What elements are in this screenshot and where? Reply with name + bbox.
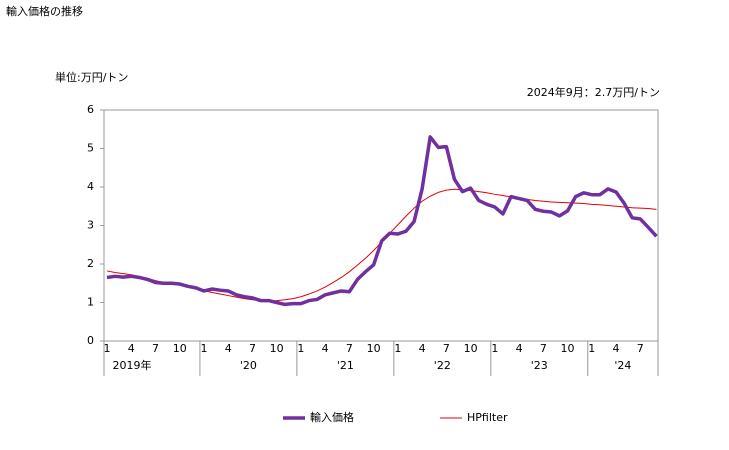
y-tick-label: 2 (87, 257, 94, 270)
x-tick-label: 1 (491, 342, 498, 355)
legend-label: 輸入価格 (310, 410, 354, 424)
y-tick-label: 1 (87, 296, 94, 309)
plot-area (103, 109, 659, 342)
annotation: 2024年9月：2.7万円/トン (527, 85, 660, 99)
x-tick-label: 10 (464, 342, 478, 355)
x-tick-label: 7 (637, 342, 644, 355)
year-label: '20 (240, 359, 257, 372)
year-label: '21 (337, 359, 354, 372)
unit-label: 単位:万円/トン (55, 70, 128, 84)
x-tick-label: 1 (104, 342, 111, 355)
y-tick-label: 0 (87, 334, 94, 347)
x-tick-label: 4 (322, 342, 329, 355)
x-tick-label: 1 (200, 342, 207, 355)
x-tick-label: 7 (443, 342, 450, 355)
x-tick-label: 1 (297, 342, 304, 355)
x-tick-label: 1 (394, 342, 401, 355)
x-tick-label: 7 (249, 342, 256, 355)
x-tick-label: 7 (540, 342, 547, 355)
x-tick-label: 1 (588, 342, 595, 355)
series-line (106, 135, 658, 307)
y-tick-label: 5 (87, 142, 94, 155)
x-tick-label: 10 (270, 342, 284, 355)
x-tick-label: 10 (561, 342, 575, 355)
x-tick-label: 4 (225, 342, 232, 355)
x-tick-label: 4 (419, 342, 426, 355)
year-label: '24 (614, 359, 631, 372)
y-tick-label: 4 (87, 180, 94, 193)
x-tick-label: 7 (346, 342, 353, 355)
legend-label: HPfilter (467, 411, 508, 424)
year-label: 2019年 (113, 358, 152, 372)
x-tick-label: 4 (516, 342, 523, 355)
x-tick-label: 10 (173, 342, 187, 355)
y-tick-label: 6 (87, 103, 94, 116)
year-label: '23 (531, 359, 548, 372)
chart-title: 輸入価格の推移 (6, 4, 83, 18)
x-tick-label: 7 (152, 342, 159, 355)
year-label: '22 (434, 359, 451, 372)
x-tick-label: 10 (367, 342, 381, 355)
x-tick-label: 4 (128, 342, 135, 355)
x-tick-label: 4 (613, 342, 620, 355)
y-tick-label: 3 (87, 219, 94, 232)
